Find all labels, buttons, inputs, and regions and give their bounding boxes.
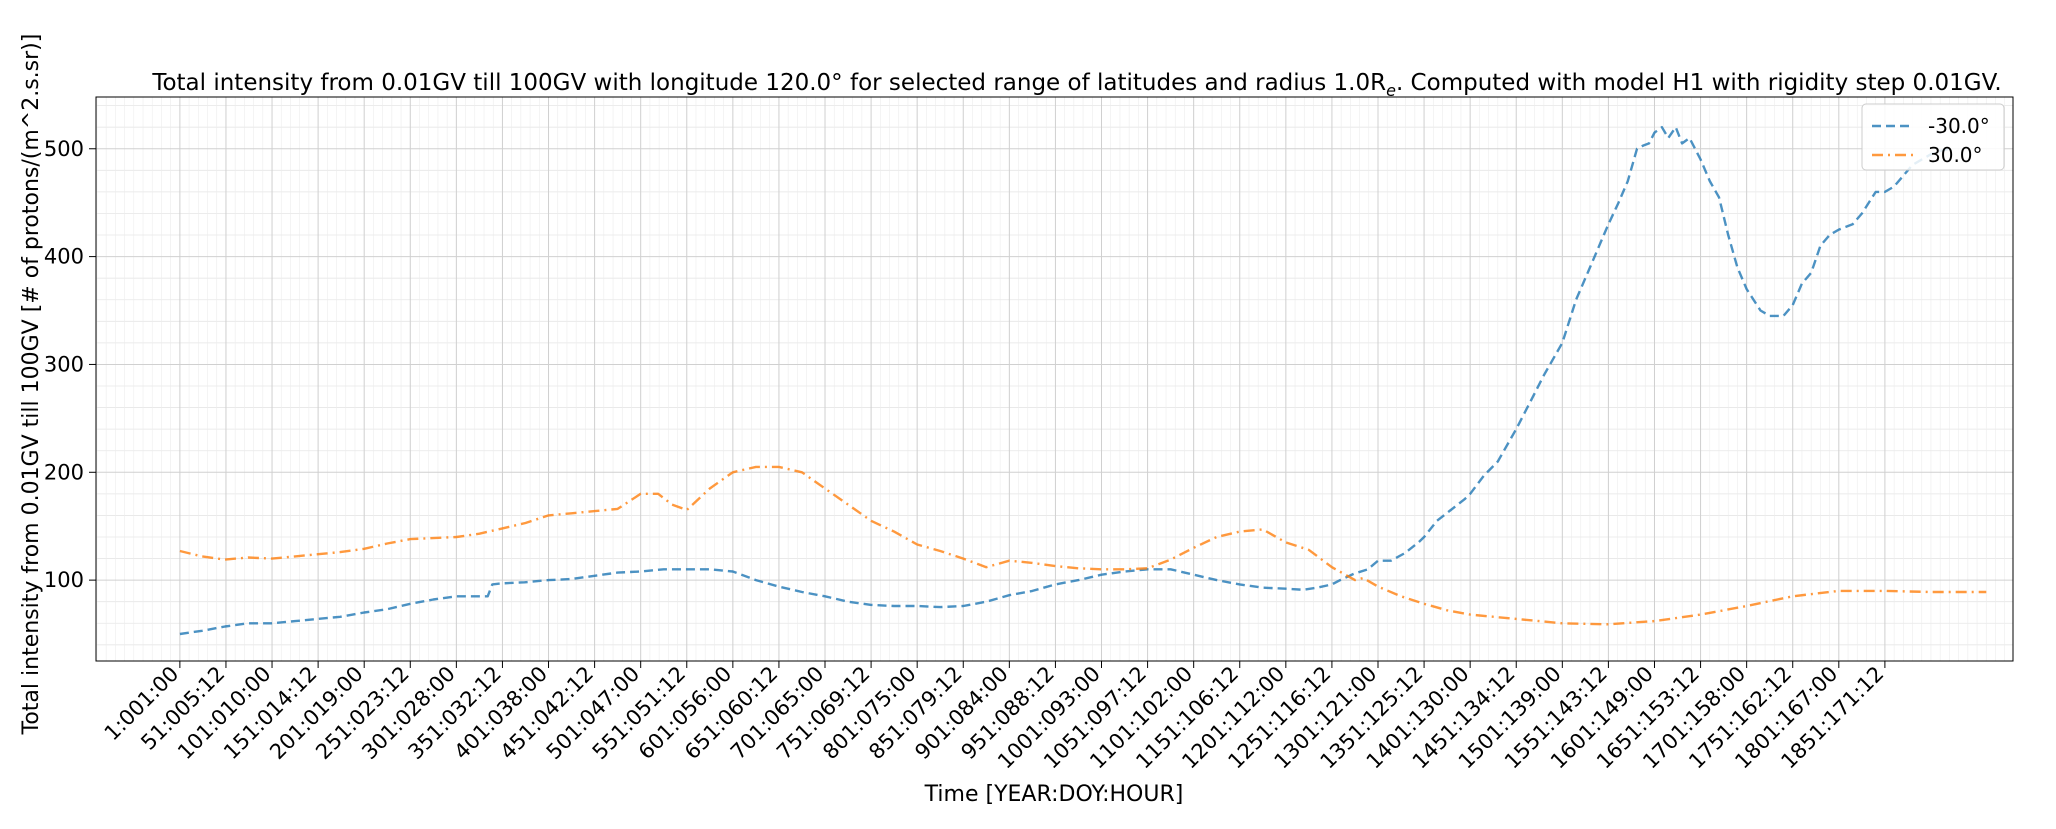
chart-title-subscript: e — [1386, 81, 1396, 100]
y-axis-title: Total intensity from 0.01GV till 100GV [… — [19, 34, 44, 736]
y-tick-label: 400 — [44, 245, 84, 269]
y-axis: 100 200 300 400 500 — [44, 137, 96, 592]
legend: -30.0° 30.0° — [1861, 103, 2005, 171]
major-grid — [96, 97, 2013, 661]
legend-label-1: 30.0° — [1928, 143, 1983, 167]
series-line-1 — [179, 465, 1987, 626]
series-line-0 — [179, 125, 1950, 636]
chart-title-suffix: . Computed with model H1 with rigidity s… — [1396, 70, 2002, 96]
y-tick-label: 100 — [44, 568, 84, 592]
legend-label-0: -30.0° — [1928, 114, 1990, 138]
series-layer — [179, 125, 1987, 636]
chart-title-main: Total intensity from 0.01GV till 100GV w… — [151, 70, 1386, 96]
y-tick-label: 200 — [44, 460, 84, 484]
legend-box — [1861, 103, 2005, 171]
y-tick-label: 500 — [44, 137, 84, 161]
x-axis-title: Time [YEAR:DOY:HOUR] — [924, 782, 1184, 807]
y-tick-label: 300 — [44, 352, 84, 376]
plot-area-frame — [95, 96, 2014, 662]
chart-title: Total intensity from 0.01GV till 100GV w… — [151, 70, 2001, 100]
